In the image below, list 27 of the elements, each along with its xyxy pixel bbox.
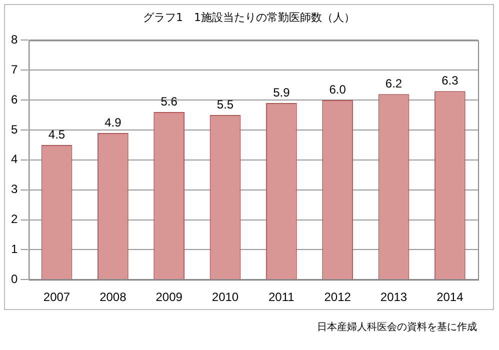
x-tick-label: 2009 — [156, 290, 183, 304]
x-tick-label: 2007 — [43, 290, 70, 304]
data-label: 5.9 — [273, 85, 290, 100]
chart-title: グラフ1 1施設当たりの常勤医師数（人） — [142, 10, 356, 25]
x-tick-label: 2008 — [100, 290, 127, 304]
x-tick-label: 2014 — [436, 290, 464, 304]
data-label: 6.0 — [329, 82, 346, 96]
x-tick-label: 2013 — [380, 290, 408, 304]
data-label: 5.6 — [160, 94, 178, 108]
x-tick-label: 2010 — [212, 290, 239, 304]
x-tick-label: 2011 — [268, 290, 295, 304]
data-label: 6.2 — [385, 76, 402, 90]
y-tick-label: 2 — [10, 212, 18, 226]
data-label: 5.5 — [216, 97, 234, 112]
y-tick-label: 8 — [10, 32, 18, 47]
data-label: 4.5 — [48, 127, 66, 142]
y-tick-label: 4 — [10, 152, 18, 166]
y-tick-label: 7 — [10, 62, 18, 76]
data-label: 4.9 — [104, 115, 122, 130]
y-tick-label: 0 — [10, 272, 18, 286]
x-tick-label: 2012 — [324, 290, 352, 304]
y-tick-label: 3 — [10, 182, 18, 196]
y-tick-label: 5 — [10, 122, 18, 136]
y-tick-label: 1 — [10, 242, 18, 256]
y-tick-label: 6 — [10, 92, 18, 106]
data-label: 6.3 — [442, 73, 459, 88]
text: 日本産婦人科医会の資料を基に作成 — [317, 320, 477, 334]
